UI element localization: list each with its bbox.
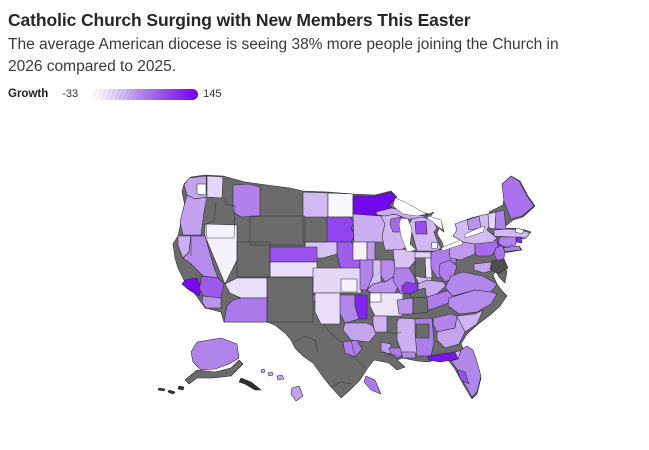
diocese-ok-tulsa[interactable] — [354, 294, 368, 320]
lake-erie — [440, 239, 464, 252]
diocese-fl-venice[interactable] — [456, 369, 470, 385]
diocese-fl-orlando[interactable] — [450, 345, 482, 398]
diocese-ct-hartford[interactable] — [497, 236, 517, 248]
legend-min-value: -33 — [62, 88, 79, 100]
map-svg — [157, 174, 536, 402]
us-diocese-choropleth-map[interactable] — [145, 172, 545, 408]
diocese-vt-burlington[interactable] — [487, 211, 497, 230]
diocese-mi-grand-rapids[interactable] — [414, 220, 428, 235]
diocese-ca-los-angeles[interactable] — [181, 277, 202, 297]
legend-max-value: 145 — [203, 88, 222, 100]
state-border-line-5 — [302, 217, 327, 243]
diocese-pa-philadelphia[interactable] — [474, 239, 500, 257]
diocese-in-indianapolis[interactable] — [414, 257, 427, 279]
diocese-la-shreveport[interactable] — [372, 315, 388, 333]
diocese-ia-des-moines[interactable] — [352, 241, 368, 261]
state-border-line-6 — [294, 335, 319, 353]
diocese-fl-pensacola[interactable] — [427, 351, 459, 363]
diocese-hi-kauai[interactable] — [260, 368, 266, 374]
diocese-ak-fairbanks[interactable] — [190, 337, 240, 371]
diocese-al-birmingham[interactable] — [415, 323, 430, 339]
diocese-ri-providence[interactable] — [515, 236, 523, 244]
diocese-tn-nashville[interactable] — [412, 296, 429, 315]
legend-gradient-bar — [90, 88, 199, 100]
legend-label: Growth — [8, 88, 49, 100]
diocese-ga-savannah[interactable] — [436, 315, 466, 349]
diocese-co-denver[interactable] — [269, 246, 318, 263]
diocese-nv-las-vegas[interactable] — [204, 223, 238, 285]
lake-superior — [392, 197, 428, 217]
diocese-wa-yakima[interactable] — [196, 183, 207, 196]
diocese-ak-aleutian-1[interactable] — [157, 387, 166, 392]
diocese-md-western[interactable] — [473, 261, 497, 274]
diocese-tx-tyler[interactable] — [342, 322, 377, 343]
diocese-tn-memphis[interactable] — [396, 297, 414, 315]
state-border-line-7 — [322, 323, 344, 343]
diocese-va-richmond[interactable] — [444, 271, 498, 297]
chart-subtitle: The average American diocese is seeing 3… — [8, 34, 641, 78]
diocese-nc-charlotte[interactable] — [447, 289, 498, 315]
state-border-line-9 — [330, 381, 352, 388]
diocese-ak-anchorage[interactable] — [184, 359, 244, 385]
diocese-ar-northwest[interactable] — [369, 292, 382, 303]
diocese-ak-aleutian-2[interactable] — [167, 389, 176, 395]
diocese-md-baltimore[interactable] — [489, 258, 509, 275]
state-border-line-2 — [249, 215, 306, 246]
diocese-mt-helena[interactable] — [232, 183, 261, 218]
diocese-mi-detroit[interactable] — [430, 241, 439, 250]
diocese-or-portland[interactable] — [179, 194, 208, 236]
diocese-hi-maui[interactable] — [276, 374, 285, 381]
diocese-ca-san-diego[interactable] — [201, 295, 222, 309]
chart-header: Catholic Church Surging with New Members… — [0, 0, 649, 78]
lake-huron — [426, 215, 444, 231]
lake-ontario — [464, 225, 486, 239]
diocese-ms-biloxi[interactable] — [400, 351, 417, 359]
diocese-sd-sioux-falls[interactable] — [326, 216, 357, 243]
chart-subtitle-line-1: The average American diocese is seeing 3… — [8, 36, 559, 53]
diocese-nd-fargo[interactable] — [327, 192, 354, 218]
diocese-me-portland[interactable] — [501, 175, 535, 220]
diocese-hi-big-island[interactable] — [290, 385, 304, 402]
diocese-co-pueblo[interactable] — [269, 261, 318, 278]
diocese-nd-bismarck[interactable] — [302, 191, 329, 218]
state-border-line-10 — [386, 331, 402, 335]
diocese-tx-lubbock[interactable] — [314, 292, 341, 325]
diocese-ma-boston[interactable] — [514, 227, 525, 235]
diocese-wi-green-bay[interactable] — [389, 216, 402, 233]
diocese-nh-manchester[interactable] — [494, 209, 507, 230]
diocese-wa-spokane[interactable] — [206, 175, 224, 199]
lake-michigan — [398, 217, 417, 253]
state-border-line-8 — [350, 339, 366, 369]
diocese-hi-oahu[interactable] — [267, 371, 274, 377]
state-border-line-1 — [205, 196, 236, 239]
diocese-tx-san-antonio[interactable] — [342, 339, 363, 358]
diocese-ks-wichita[interactable] — [340, 278, 358, 293]
state-border-line-11 — [380, 349, 397, 356]
chart-subtitle-line-2: 2026 compared to 2025. — [8, 58, 177, 75]
diocese-tx-brownsville[interactable] — [363, 375, 382, 395]
diocese-in-gary[interactable] — [414, 251, 432, 259]
diocese-ia-davenport[interactable] — [366, 241, 376, 261]
legend-uncertainty-hatch — [90, 88, 140, 100]
diocese-ak-aleutian-3[interactable] — [177, 385, 185, 391]
chart-title: Catholic Church Surging with New Members… — [8, 10, 471, 30]
diocese-ak-juneau[interactable] — [238, 377, 262, 391]
state-border-line-4 — [266, 276, 314, 323]
legend: Growth -33 145 — [8, 88, 649, 100]
